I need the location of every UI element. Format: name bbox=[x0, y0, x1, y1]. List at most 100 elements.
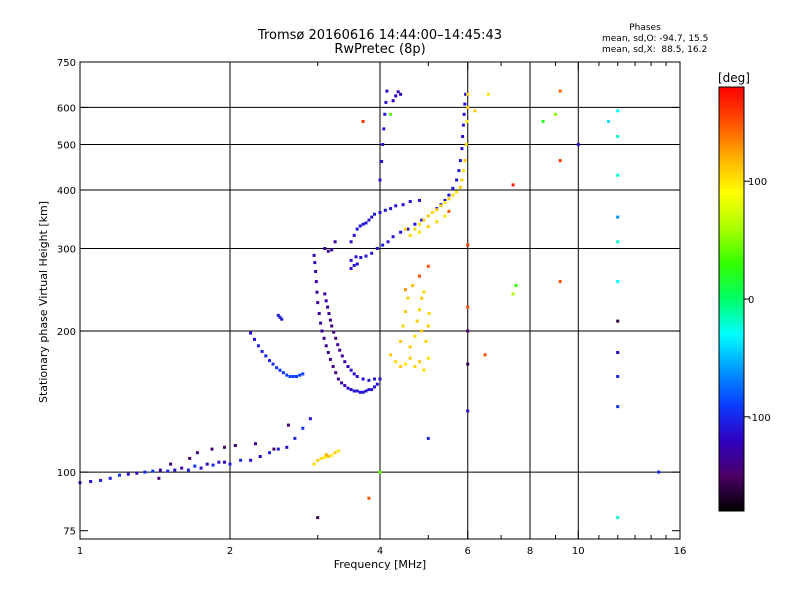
data-point bbox=[352, 389, 356, 393]
data-point bbox=[157, 476, 161, 480]
y-axis-label: Stationary phase Virtual Height [km] bbox=[37, 201, 50, 403]
phases-heading: Phases bbox=[629, 23, 661, 33]
data-point bbox=[443, 201, 447, 204]
data-point bbox=[324, 344, 328, 348]
data-point bbox=[355, 227, 359, 231]
data-point bbox=[272, 447, 276, 451]
data-point bbox=[383, 208, 387, 212]
data-point bbox=[349, 258, 353, 262]
data-point bbox=[375, 247, 379, 250]
data-point bbox=[443, 198, 447, 202]
data-point bbox=[383, 112, 387, 116]
data-point bbox=[457, 169, 461, 173]
data-point bbox=[463, 159, 467, 163]
data-point bbox=[422, 290, 426, 294]
data-point bbox=[158, 468, 162, 472]
data-point bbox=[288, 375, 292, 378]
data-point bbox=[426, 225, 430, 229]
data-point bbox=[349, 368, 353, 372]
data-point bbox=[253, 337, 256, 341]
y-tick-label: 200 bbox=[57, 327, 76, 338]
data-point bbox=[281, 371, 285, 375]
data-point bbox=[404, 288, 407, 292]
data-point bbox=[291, 375, 295, 378]
y-tick-label: 750 bbox=[57, 58, 76, 69]
data-point bbox=[301, 426, 305, 430]
data-point bbox=[464, 143, 468, 146]
data-point bbox=[373, 385, 376, 389]
data-point bbox=[118, 473, 121, 477]
data-point bbox=[264, 354, 268, 358]
x-tick-label: 4 bbox=[377, 546, 383, 557]
data-point bbox=[378, 211, 382, 214]
data-point bbox=[308, 417, 312, 421]
data-point bbox=[404, 362, 407, 366]
data-point bbox=[408, 200, 412, 203]
data-point bbox=[352, 264, 356, 267]
data-point bbox=[435, 208, 439, 212]
data-point bbox=[381, 243, 385, 247]
x-tick-label: 8 bbox=[527, 546, 533, 557]
data-point bbox=[332, 330, 336, 334]
data-point bbox=[385, 89, 389, 93]
data-point bbox=[319, 456, 323, 460]
data-point bbox=[295, 375, 298, 378]
data-point bbox=[431, 211, 435, 214]
data-point bbox=[330, 248, 334, 252]
data-points bbox=[78, 89, 661, 520]
data-point bbox=[455, 190, 459, 194]
colorbar-tick-label: 100 bbox=[748, 177, 767, 188]
data-point bbox=[358, 224, 362, 228]
data-point bbox=[349, 240, 353, 244]
data-point bbox=[343, 384, 347, 388]
x-tick-label: 16 bbox=[674, 546, 687, 557]
data-point bbox=[324, 299, 328, 303]
data-point bbox=[426, 356, 430, 360]
data-point bbox=[352, 372, 356, 376]
data-point bbox=[256, 344, 260, 348]
data-point bbox=[328, 318, 332, 322]
data-point bbox=[378, 470, 382, 474]
colorbar bbox=[718, 86, 745, 512]
data-point bbox=[408, 345, 412, 349]
data-point bbox=[193, 464, 197, 468]
data-point bbox=[381, 143, 385, 146]
data-point bbox=[418, 222, 421, 226]
data-point bbox=[616, 351, 620, 354]
data-point bbox=[314, 280, 318, 284]
data-point bbox=[418, 308, 421, 312]
data-point bbox=[338, 348, 342, 352]
data-point bbox=[336, 449, 340, 453]
x-tick-label: 2 bbox=[227, 546, 233, 557]
data-point bbox=[413, 334, 417, 338]
data-point bbox=[349, 267, 353, 270]
data-point bbox=[380, 160, 384, 163]
data-point bbox=[418, 198, 421, 202]
phases-o-stats: mean, sd,O: -94.7, 15.5 bbox=[602, 34, 708, 44]
data-point bbox=[461, 123, 465, 127]
data-point bbox=[323, 455, 327, 459]
y-tick-label: 300 bbox=[57, 245, 76, 256]
data-point bbox=[151, 469, 155, 473]
data-point bbox=[616, 405, 620, 409]
data-point bbox=[616, 109, 620, 113]
data-point bbox=[315, 290, 319, 294]
phases-x-stats: mean, sd,X: 88.5, 16.2 bbox=[602, 45, 707, 55]
data-point bbox=[361, 222, 365, 226]
y-tick-label: 400 bbox=[57, 186, 76, 197]
data-point bbox=[411, 284, 415, 288]
data-point bbox=[616, 135, 620, 138]
data-point bbox=[268, 451, 271, 455]
data-point bbox=[461, 135, 465, 138]
data-point bbox=[233, 444, 237, 447]
data-point bbox=[89, 480, 93, 483]
data-point bbox=[268, 359, 271, 363]
data-point bbox=[404, 310, 407, 314]
data-point bbox=[223, 460, 226, 464]
chart-subtitle: RwPretec (8p) bbox=[334, 42, 425, 57]
data-point bbox=[427, 312, 431, 315]
data-point bbox=[462, 112, 466, 116]
data-point bbox=[322, 336, 326, 340]
data-point bbox=[271, 362, 275, 366]
